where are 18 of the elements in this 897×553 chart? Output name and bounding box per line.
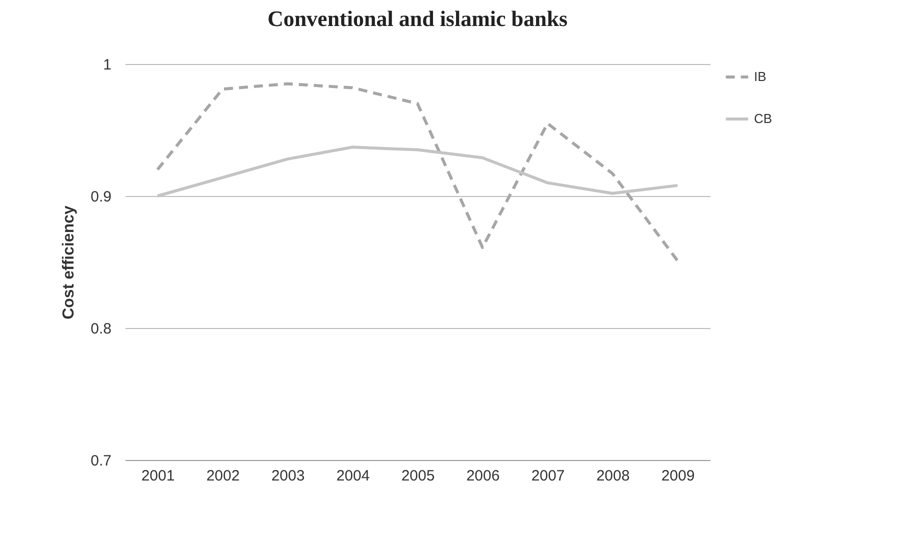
x-tick-label: 2006 <box>466 468 500 484</box>
legend-label: IB <box>754 69 766 84</box>
line-series <box>156 82 679 262</box>
chart-title: Conventional and islamic banks <box>267 6 568 31</box>
y-axis-title: Cost efficiency <box>60 205 78 320</box>
y-tick-label: 0.7 <box>90 452 112 470</box>
legend-label: CB <box>754 111 772 126</box>
x-tick-label: 2005 <box>401 468 435 484</box>
y-tick-label: 0.9 <box>90 188 112 206</box>
y-tick-label: 0.8 <box>90 320 112 338</box>
x-tick-label: 2007 <box>531 468 565 484</box>
x-tick-label: 2008 <box>596 468 630 484</box>
x-tick-label: 2002 <box>206 468 240 484</box>
y-tick-label: 1 <box>103 56 112 74</box>
x-tick-label: 2009 <box>661 468 695 484</box>
x-tick-label: 2001 <box>141 468 175 484</box>
x-tick-label: 2004 <box>336 468 370 484</box>
x-tick-label: 2003 <box>271 468 305 484</box>
